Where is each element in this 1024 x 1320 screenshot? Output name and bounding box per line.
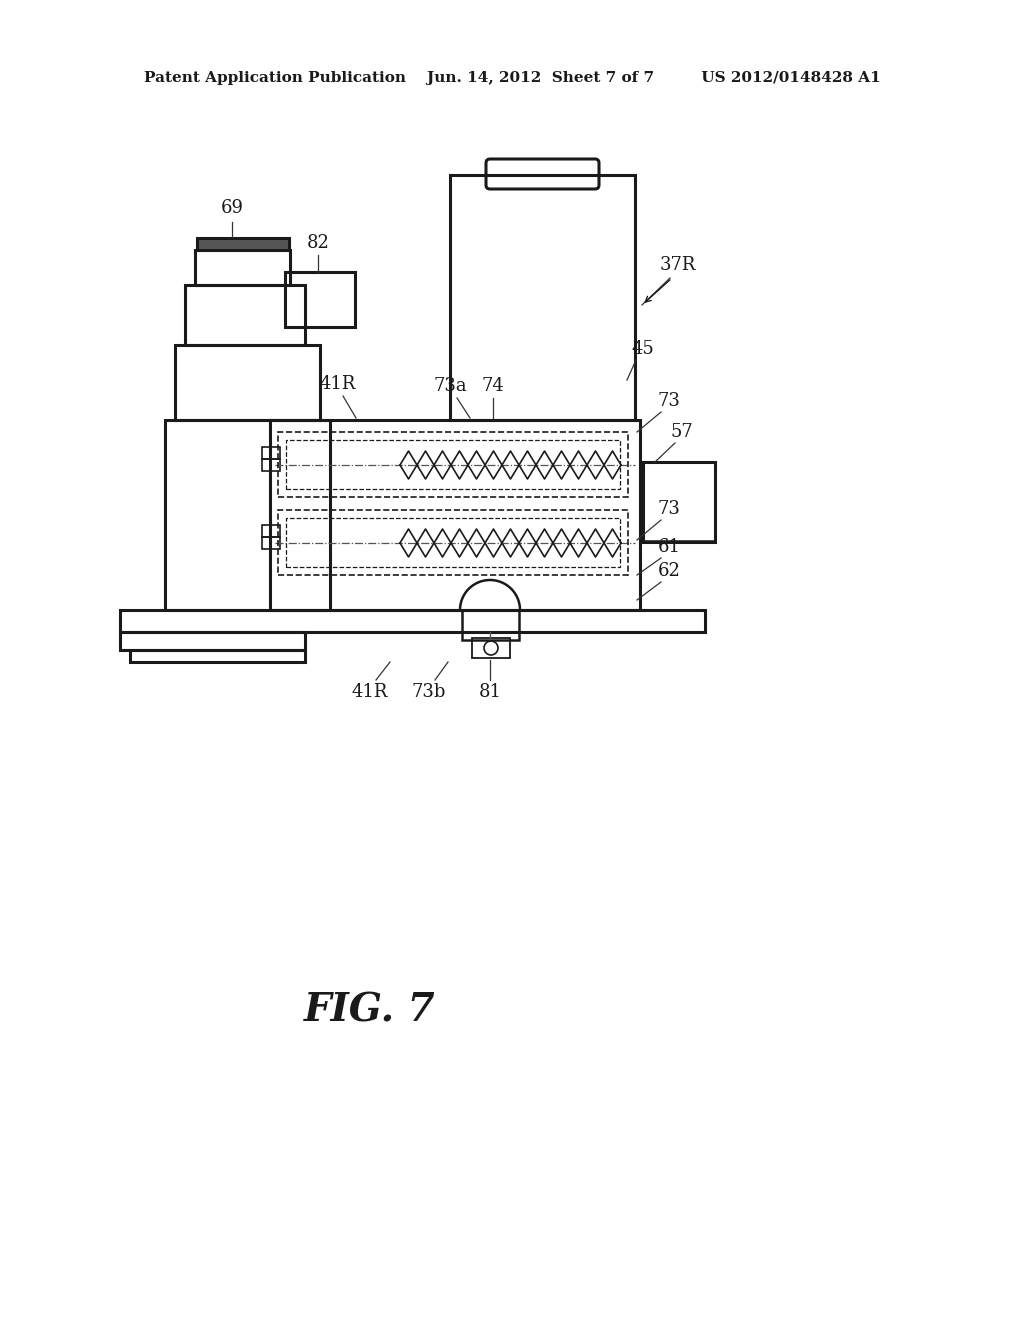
Bar (278, 432, 628, 498)
Text: 73b: 73b (412, 682, 446, 701)
Bar (165, 420, 330, 610)
Bar (130, 649, 305, 663)
Bar (262, 447, 280, 459)
Text: Patent Application Publication    Jun. 14, 2012  Sheet 7 of 7         US 2012/01: Patent Application Publication Jun. 14, … (143, 71, 881, 84)
Bar (197, 238, 289, 249)
Text: 82: 82 (306, 234, 330, 252)
Bar (120, 610, 705, 632)
Bar (120, 632, 305, 649)
Text: 73: 73 (657, 392, 680, 411)
Text: 62: 62 (657, 562, 680, 579)
Bar (462, 610, 519, 640)
Text: 81: 81 (478, 682, 502, 701)
Bar (262, 459, 280, 471)
Bar (285, 272, 355, 327)
Bar (195, 249, 290, 285)
Bar (643, 462, 715, 543)
Text: 41R: 41R (352, 682, 388, 701)
Text: 73: 73 (657, 500, 680, 517)
Bar (262, 525, 280, 537)
Text: 69: 69 (220, 199, 244, 216)
Bar (278, 510, 628, 576)
Text: FIG. 7: FIG. 7 (304, 991, 436, 1030)
Text: 57: 57 (671, 422, 693, 441)
Bar (286, 517, 620, 568)
Bar (450, 176, 635, 420)
Text: 61: 61 (657, 539, 681, 556)
Text: 45: 45 (632, 341, 654, 358)
Bar (175, 345, 319, 420)
Text: 41R: 41R (319, 375, 356, 393)
Bar (286, 440, 620, 488)
Text: 74: 74 (481, 378, 505, 395)
Bar (472, 638, 510, 657)
Text: 73a: 73a (433, 378, 467, 395)
Bar (270, 420, 640, 610)
Bar (185, 285, 305, 345)
Bar (262, 537, 280, 549)
Text: 37R: 37R (659, 256, 696, 275)
